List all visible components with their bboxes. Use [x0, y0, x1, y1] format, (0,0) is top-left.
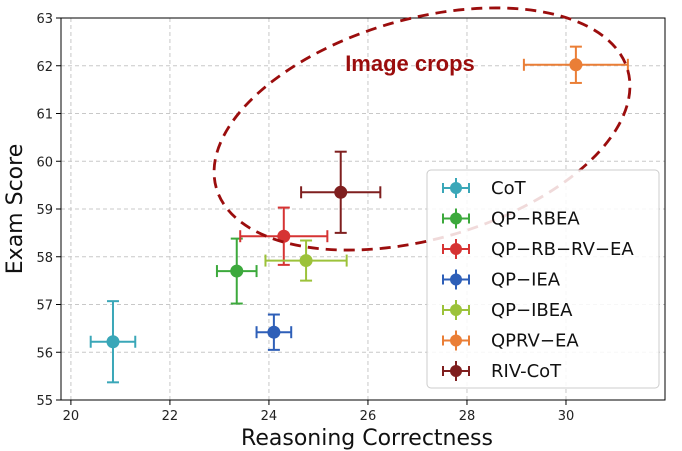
data-point [106, 335, 120, 349]
data-point [334, 185, 348, 199]
y-tick-label: 56 [36, 346, 53, 361]
x-tick-label: 28 [459, 409, 476, 424]
x-tick-label: 20 [63, 409, 80, 424]
y-tick-label: 57 [36, 299, 53, 314]
legend-box [426, 169, 660, 389]
data-point [230, 264, 244, 278]
data-point [267, 325, 281, 339]
y-tick-label: 59 [36, 203, 53, 218]
legend-label: QP−RBEA [491, 209, 580, 230]
legend-label: QP−IEA [491, 270, 561, 291]
y-tick-label: 62 [36, 60, 53, 75]
legend-marker [450, 273, 462, 286]
y-axis-ticks: 55 56 57 58 59 60 61 62 63 [36, 12, 61, 409]
data-point [299, 254, 313, 268]
legend-label: QP−RB−RV−EA [491, 239, 634, 260]
legend: CoT QP−RBEA QP−RB−RV−EA QP−IEA QP−IBEA QPRV−E… [426, 169, 660, 389]
series-4 [264, 239, 348, 282]
legend-label: QPRV−EA [491, 331, 579, 352]
x-axis-ticks: 20 22 24 26 28 30 [63, 400, 575, 424]
x-tick-label: 24 [261, 409, 278, 424]
legend-item: CoT [442, 178, 527, 199]
series-3 [255, 313, 293, 351]
data-point [277, 229, 291, 243]
y-tick-label: 63 [36, 12, 53, 27]
legend-item: RIV-CoT [442, 361, 562, 382]
annotation-label: Image crops [345, 51, 475, 76]
data-series [89, 45, 629, 384]
series-1 [215, 237, 258, 305]
series-5 [522, 45, 629, 84]
legend-item: QP−RBEA [442, 208, 580, 230]
legend-item: QP−IBEA [442, 300, 573, 321]
x-axis-label: Reasoning Correctness [241, 426, 493, 451]
legend-item: QP−RB−RV−EA [442, 239, 634, 260]
x-tick-label: 22 [162, 409, 179, 424]
y-tick-label: 55 [36, 394, 53, 409]
legend-marker [450, 182, 462, 194]
legend-marker [450, 334, 462, 347]
legend-label: QP−IBEA [491, 300, 573, 321]
legend-label: CoT [491, 178, 527, 199]
legend-marker [450, 243, 462, 255]
y-axis-label: Exam Score [3, 144, 28, 274]
legend-item: QPRV−EA [442, 330, 579, 352]
y-tick-label: 60 [36, 155, 53, 170]
legend-item: QP−IEA [442, 269, 561, 291]
series-0 [89, 300, 137, 384]
x-tick-label: 30 [558, 409, 575, 424]
legend-marker [450, 212, 462, 225]
data-point [569, 58, 583, 72]
legend-marker [450, 304, 462, 316]
legend-label: RIV-CoT [491, 361, 562, 382]
series-2 [239, 206, 329, 266]
y-tick-label: 58 [36, 251, 53, 266]
legend-marker [450, 365, 462, 377]
series-6 [300, 150, 382, 234]
y-tick-label: 61 [36, 108, 53, 123]
x-tick-label: 26 [360, 409, 377, 424]
